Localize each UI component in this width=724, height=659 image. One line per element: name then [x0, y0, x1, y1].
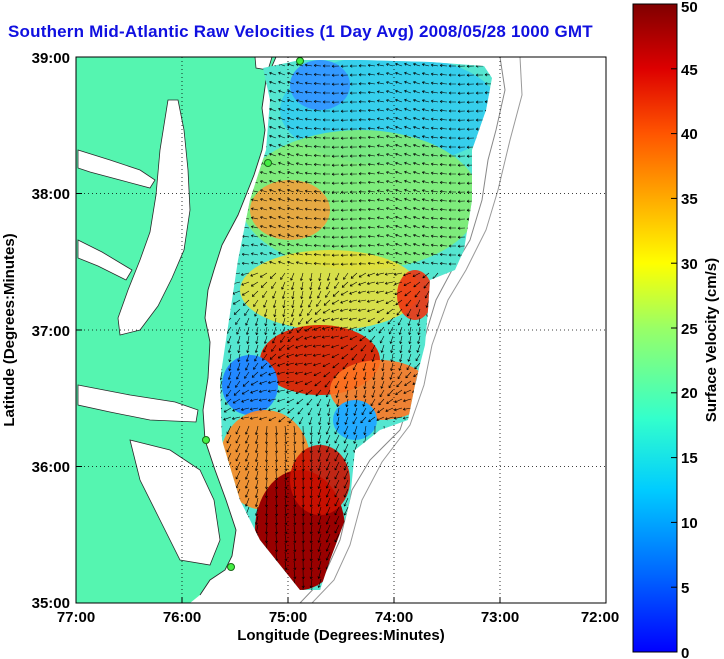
station-marker [202, 436, 210, 444]
y-tick-label: 39:00 [32, 50, 70, 67]
x-tick-labels: 77:00 76:00 75:00 74:00 73:00 72:00 [57, 609, 619, 626]
x-tick-label: 73:00 [481, 609, 519, 626]
colorbar-tick-label: 20 [681, 385, 698, 402]
river-south [77, 239, 133, 281]
colorbar-tick-label: 25 [681, 321, 698, 338]
x-tick-label: 76:00 [163, 609, 201, 626]
y-tick-labels: 39:00 38:00 37:00 36:00 35:00 [32, 50, 70, 612]
y-tick-label: 35:00 [32, 595, 70, 612]
y-tick-label: 37:00 [32, 323, 70, 340]
colorbar-tick-label: 30 [681, 256, 698, 273]
y-tick-label: 36:00 [32, 459, 70, 476]
x-tick-label: 75:00 [269, 609, 307, 626]
colorbar-tick-label: 40 [681, 126, 698, 143]
colorbar-tick-label: 35 [681, 191, 698, 208]
colorbar-tick-label: 45 [681, 62, 698, 79]
river-west [77, 149, 156, 189]
colorbar-tick-label: 5 [681, 580, 689, 597]
sound-inlet [77, 384, 199, 423]
colorbar [632, 3, 678, 653]
colorbar-tick-label: 50 [681, 0, 698, 16]
coastline [199, 57, 277, 596]
x-tick-label: 77:00 [57, 609, 95, 626]
station-marker [227, 563, 235, 571]
map-title: Southern Mid-Atlantic Raw Velocities (1 … [8, 22, 593, 41]
station-marker [296, 57, 304, 65]
axis-ticks [76, 193, 501, 603]
colorbar-tick-label: 15 [681, 450, 698, 467]
y-axis-label: Latitude (Degrees:Minutes) [1, 233, 18, 426]
y-tick-label: 38:00 [32, 186, 70, 203]
x-axis-label: Longitude (Degrees:Minutes) [237, 627, 445, 644]
colorbar-tick-label: 10 [681, 515, 698, 532]
x-tick-label: 72:00 [581, 609, 619, 626]
bathymetry-contour-2 [311, 57, 523, 603]
colorbar-tick-labels: 0 5 10 15 20 25 30 35 40 45 50 [681, 0, 698, 659]
colorbar-ticks [671, 68, 677, 588]
station-marker [264, 159, 272, 167]
gridlines [76, 57, 606, 603]
colorbar-tick-label: 0 [681, 645, 689, 659]
x-tick-label: 74:00 [375, 609, 413, 626]
pamlico-sound [129, 439, 221, 566]
colorbar-label: Surface Velocity (cm/s) [703, 258, 720, 422]
